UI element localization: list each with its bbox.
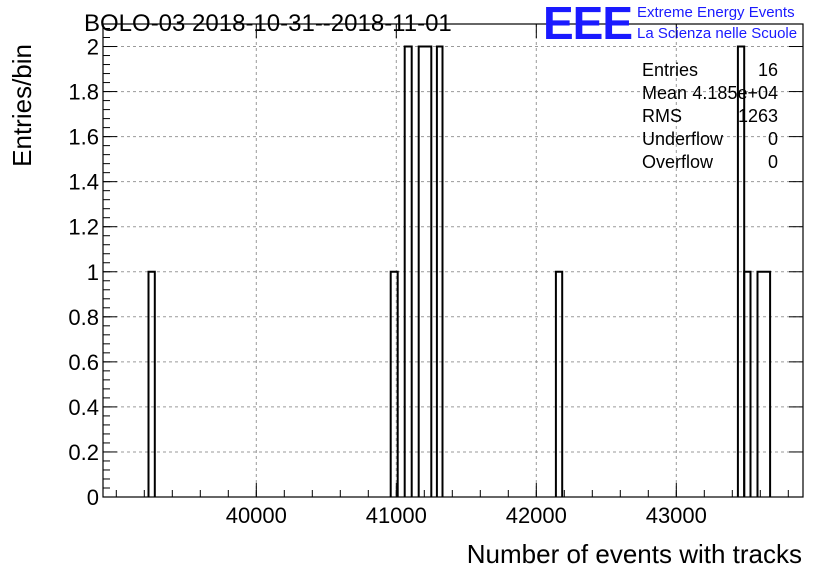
chart-title: BOLO-03 2018-10-31--2018-11-01 (84, 10, 452, 37)
y-tick-label: 1.2 (68, 215, 99, 240)
eee-logo: EEE Extreme Energy Events La Scienza nel… (543, 0, 833, 49)
y-tick-label: 1.4 (68, 170, 99, 195)
y-tick-label: 0.2 (68, 440, 99, 465)
tick-labels: 0 0.2 0.4 0.6 0.8 1 1.2 1.4 1.6 1.8 2 40000 41000 420… (68, 35, 706, 528)
histogram-bin (417, 45, 433, 497)
stats-value: 0 (767, 129, 778, 149)
x-tick-label: 40000 (226, 503, 287, 528)
stats-row-rms: RMS 1263 (642, 106, 782, 129)
stats-value: 16 (757, 60, 778, 80)
stats-label: Underflow (642, 129, 724, 149)
y-tick-label: 1.8 (68, 80, 99, 105)
histogram-bin (743, 270, 752, 497)
y-tick-label: 1 (87, 260, 99, 285)
x-tick-label: 42000 (506, 503, 567, 528)
x-tick-label: 41000 (366, 503, 427, 528)
y-tick-label: 0.6 (68, 350, 99, 375)
y-axis-label: Entries/bin (7, 44, 37, 167)
y-tick-label: 0 (87, 485, 99, 510)
stats-value: 0 (767, 152, 778, 172)
histogram-bin (403, 45, 413, 497)
histogram-bin (389, 270, 399, 497)
y-tick-label: 0.4 (68, 395, 99, 420)
stats-row-mean: Mean 4.185e+04 (642, 83, 782, 106)
axis-ticks (103, 24, 803, 498)
grid-lines (103, 24, 803, 497)
stats-row-overflow: Overflow 0 (642, 152, 782, 175)
x-axis-label: Number of events with tracks (467, 539, 802, 569)
stats-value: 4.185e+04 (692, 83, 778, 103)
y-tick-label: 1.6 (68, 125, 99, 150)
stats-row-entries: Entries 16 (642, 60, 782, 83)
x-tick-label: 43000 (646, 503, 707, 528)
histogram-bin (554, 270, 564, 497)
stats-label: RMS (642, 106, 682, 126)
stats-label: Overflow (642, 152, 714, 172)
eee-logo-mark: EEE (543, 0, 633, 49)
histogram-bins (147, 45, 772, 497)
stats-label: Entries (642, 60, 699, 80)
histogram-bin (147, 270, 156, 497)
histogram-bin (435, 45, 444, 497)
stats-value: 1263 (737, 106, 778, 126)
y-tick-label: 2 (87, 35, 99, 60)
stats-row-underflow: Underflow 0 (642, 129, 782, 152)
plot-frame (102, 23, 804, 498)
stats-label: Mean (642, 83, 688, 103)
histogram-bin (756, 270, 772, 497)
logo-line-1: Extreme Energy Events (637, 4, 795, 21)
stats-box: Entries 16 Mean 4.185e+04 RMS 1263 Under… (642, 60, 782, 175)
y-tick-label: 0.8 (68, 305, 99, 330)
logo-line-2: La Scienza nelle Scuole (637, 25, 798, 42)
